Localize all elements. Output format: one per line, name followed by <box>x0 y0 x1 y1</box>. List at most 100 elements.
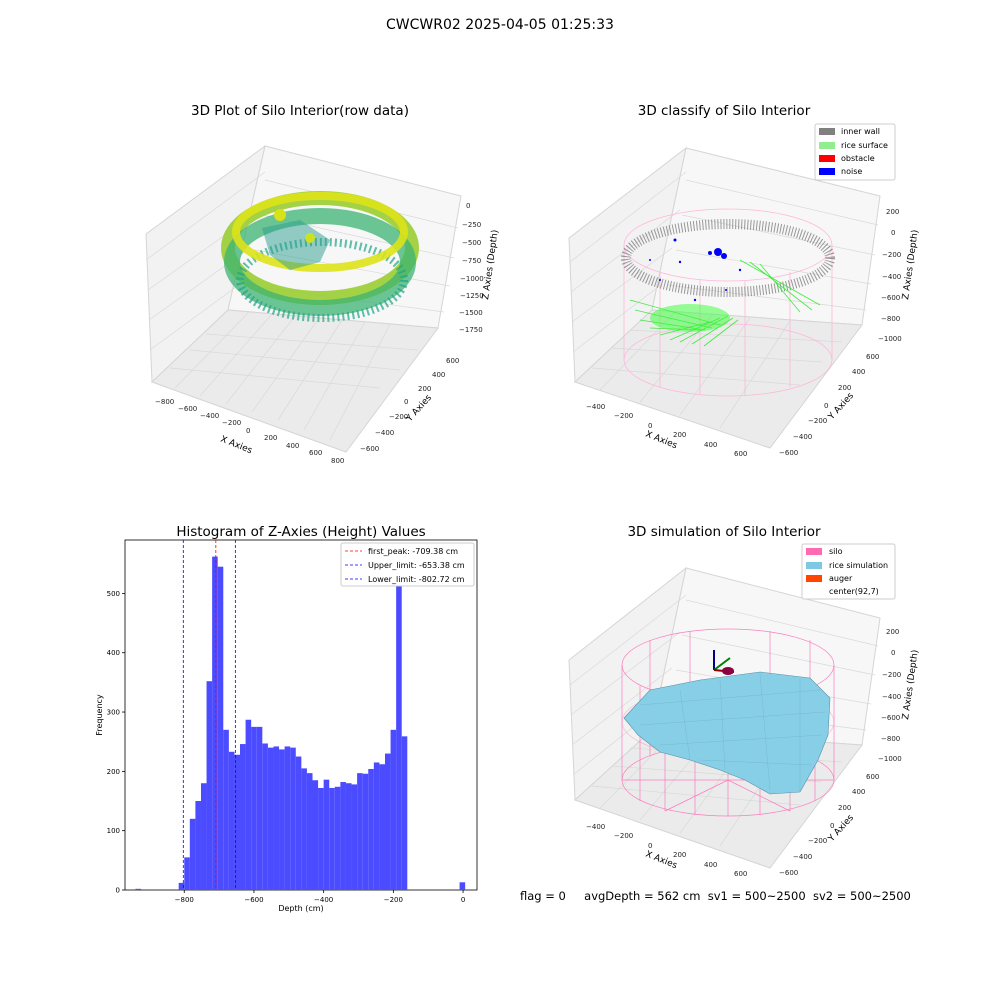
raw-y-tick: −600 <box>360 445 379 453</box>
simulation-z-tick: −600 <box>881 714 900 722</box>
raw-x-tick: 600 <box>309 449 322 457</box>
histogram-y-tick-label: 500 <box>107 590 120 598</box>
histogram-bar <box>390 729 397 890</box>
raw-z-tick: −500 <box>462 239 481 247</box>
raw-y-tick: 600 <box>446 357 459 365</box>
histogram-bar <box>184 857 190 890</box>
histogram-title: Histogram of Z-Axies (Height) Values <box>176 524 426 540</box>
histogram-reference-lines <box>182 540 236 890</box>
histogram-bar <box>135 888 142 890</box>
inner-wall-points <box>621 219 835 297</box>
legend-swatch-rice-simulation <box>806 562 822 569</box>
classify-z-tick: −400 <box>882 273 901 281</box>
raw-x-tick: −800 <box>155 398 174 406</box>
histogram-x-tick-label: −400 <box>314 896 333 904</box>
simulation-x-tick: 0 <box>648 842 652 850</box>
raw-z-tick: −1250 <box>460 292 484 300</box>
simulation-y-tick: 600 <box>866 773 879 781</box>
legend-swatch-obstacle <box>819 155 835 162</box>
legend-label: first_peak: -709.38 cm <box>368 547 458 556</box>
legend-swatch-silo <box>806 548 822 555</box>
histogram-bar <box>345 783 352 890</box>
raw-z-tick: −1000 <box>460 275 484 283</box>
histogram-bar <box>206 681 213 890</box>
simulation-y-tick: 0 <box>830 822 834 830</box>
raw-3d-axes-box <box>145 144 462 453</box>
raw-x-tick: −600 <box>178 405 197 413</box>
classify-z-tick: 0 <box>891 229 895 237</box>
raw-z-tick: −1500 <box>459 309 483 317</box>
histogram-x-tick-label: 0 <box>461 896 465 904</box>
raw-y-tick: −400 <box>375 429 394 437</box>
histogram-bar <box>234 754 241 890</box>
legend-label: center(92,7) <box>829 587 879 596</box>
histogram-bar <box>334 786 341 890</box>
histogram-bar <box>251 726 257 890</box>
simulation-z-tick: −1000 <box>878 755 902 763</box>
histogram-y-tick-label: 100 <box>107 827 120 835</box>
legend-label: rice surface <box>841 141 888 150</box>
figure-title: CWCWR02 2025-04-05 01:25:33 <box>386 17 614 33</box>
simulation-y-tick: −200 <box>808 837 827 845</box>
simulation-z-tick: −200 <box>882 671 901 679</box>
classify-x-tick: −200 <box>614 412 633 420</box>
simulation-z-axis-label: Z Axies (Depth) <box>901 649 921 720</box>
histogram-bar <box>273 746 280 890</box>
classify-y-tick: 200 <box>838 384 851 392</box>
classify-legend: inner wall rice surface obstacle noise <box>814 123 896 181</box>
classify-x-tick: 400 <box>704 441 717 449</box>
classify-z-tick: −800 <box>881 315 900 323</box>
histogram-y-tick-label: 0 <box>116 887 120 895</box>
rice-simulation-mesh <box>639 673 826 792</box>
histogram-bar <box>217 566 224 890</box>
histogram-bar <box>396 585 402 890</box>
raw-x-tick: −200 <box>222 419 241 427</box>
simulation-z-tick: −400 <box>882 693 901 701</box>
noise-points <box>649 238 742 302</box>
histogram-x-ticks: −800 −600 −400 −200 0 <box>175 890 465 904</box>
legend-label: inner wall <box>841 127 880 136</box>
simulation-x-tick: −200 <box>614 832 633 840</box>
raw-point-cloud <box>221 191 419 322</box>
histogram-x-tick-label: −600 <box>244 896 263 904</box>
raw-z-tick: 0 <box>466 202 470 210</box>
status-line: flag = 0 avgDepth = 562 cm sv1 = 500~250… <box>520 889 911 903</box>
raw-x-tick: 800 <box>331 457 344 465</box>
simulation-x-tick: 400 <box>704 861 717 869</box>
histogram-bar <box>301 768 307 890</box>
histogram-bar <box>323 779 330 890</box>
legend-label: noise <box>841 167 862 176</box>
classify-plot-title: 3D classify of Silo Interior <box>637 103 811 119</box>
histogram-bar <box>279 749 285 890</box>
sv2-status: sv2 = 500~2500 <box>812 889 911 903</box>
histogram-bar <box>373 762 380 890</box>
classify-y-tick: 600 <box>866 353 879 361</box>
legend-label: auger <box>829 574 853 583</box>
raw-x-tick: −400 <box>200 412 219 420</box>
legend-swatch-inner-wall <box>819 128 835 135</box>
histogram-bar <box>189 818 196 890</box>
legend-label: silo <box>829 547 843 556</box>
histogram-bar <box>295 756 302 890</box>
histogram-x-tick-label: −200 <box>384 896 403 904</box>
classify-z-tick: −200 <box>882 251 901 259</box>
raw-y-tick: 400 <box>432 371 445 379</box>
simulation-x-tick: 600 <box>734 870 747 878</box>
histogram-legend: first_peak: -709.38 cm Upper_limit: -653… <box>340 542 475 587</box>
simulation-x-tick: 200 <box>673 851 686 859</box>
histogram-bar <box>340 782 346 890</box>
histogram-bar <box>200 783 207 890</box>
raw-y-tick: 200 <box>418 385 431 393</box>
simulation-x-tick: −400 <box>586 823 605 831</box>
simulation-y-tick: −400 <box>793 853 812 861</box>
raw-z-tick: −750 <box>462 257 481 265</box>
rice-surface-cluster <box>650 304 730 332</box>
raw-plot-title: 3D Plot of Silo Interior(row data) <box>191 103 409 119</box>
histogram-bar <box>384 753 391 890</box>
classify-z-tick: 200 <box>886 208 899 216</box>
simulation-z-tick: 0 <box>891 649 895 657</box>
histogram-bar <box>329 787 335 890</box>
histogram-y-tick-label: 200 <box>107 768 120 776</box>
classify-x-tick: 0 <box>648 422 652 430</box>
classify-y-tick: −600 <box>779 449 798 457</box>
